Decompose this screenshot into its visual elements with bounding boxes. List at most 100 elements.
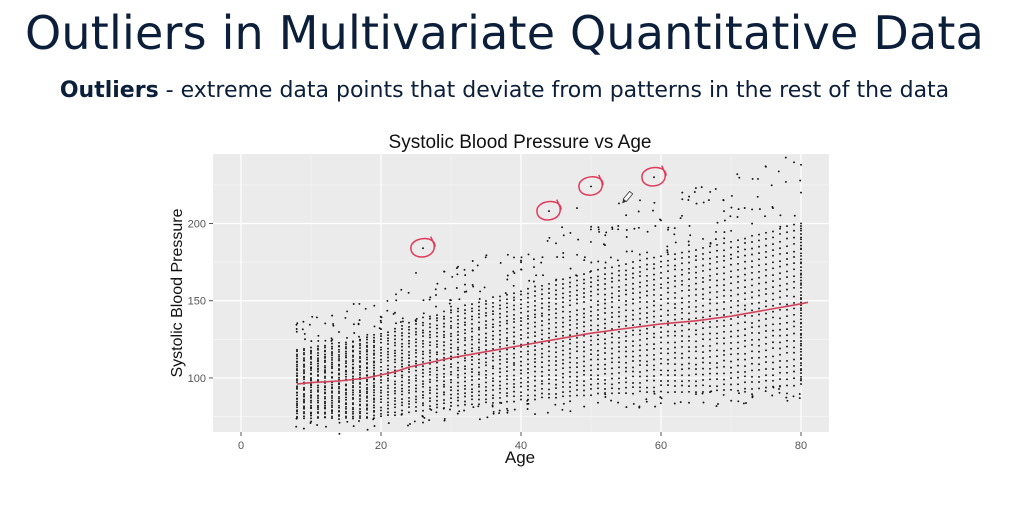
- data-point: [667, 302, 669, 305]
- data-point: [702, 246, 704, 249]
- data-point: [709, 378, 711, 381]
- data-point: [765, 312, 767, 315]
- data-point: [303, 401, 305, 404]
- data-point: [660, 352, 662, 355]
- x-tick-label: 60: [655, 440, 667, 452]
- data-point: [688, 256, 690, 258]
- data-point: [625, 263, 627, 266]
- data-point: [555, 335, 557, 338]
- data-point: [338, 357, 340, 360]
- data-point: [366, 428, 369, 431]
- data-point: [331, 351, 333, 353]
- data-point: [667, 334, 669, 337]
- data-point: [709, 257, 711, 260]
- data-point: [590, 306, 592, 308]
- data-point: [772, 355, 774, 358]
- data-point: [310, 391, 312, 394]
- data-point: [772, 347, 774, 350]
- data-point: [583, 405, 586, 408]
- data-point: [394, 334, 396, 337]
- data-point: [534, 379, 536, 382]
- data-point: [597, 314, 599, 316]
- data-point: [611, 277, 613, 280]
- data-point: [681, 191, 684, 194]
- data-point: [506, 253, 509, 256]
- data-point: [471, 371, 473, 373]
- data-point: [765, 368, 767, 370]
- data-point: [723, 249, 725, 252]
- data-point: [688, 350, 690, 353]
- data-point: [723, 266, 725, 269]
- data-point: [463, 409, 466, 412]
- data-point: [716, 308, 718, 311]
- data-point: [702, 390, 704, 393]
- data-point: [730, 324, 732, 327]
- data-point: [597, 324, 599, 327]
- data-point: [793, 313, 795, 316]
- data-point: [793, 161, 795, 164]
- data-point: [730, 330, 732, 333]
- data-point: [352, 366, 354, 369]
- data-point: [436, 399, 438, 402]
- data-point: [700, 186, 703, 189]
- data-point: [415, 330, 417, 333]
- data-point: [387, 356, 389, 359]
- data-point: [723, 272, 725, 275]
- data-point: [765, 274, 767, 277]
- data-point: [464, 372, 466, 375]
- data-point: [604, 307, 606, 310]
- data-point: [357, 323, 360, 326]
- data-point: [464, 317, 466, 320]
- data-point: [380, 346, 382, 349]
- data-point: [429, 315, 431, 318]
- data-point: [540, 261, 543, 264]
- data-point: [457, 318, 459, 321]
- data-point: [618, 366, 620, 369]
- data-point: [331, 409, 333, 412]
- data-point: [800, 342, 802, 345]
- data-point: [625, 236, 628, 238]
- data-point: [548, 382, 550, 385]
- data-point: [296, 322, 299, 325]
- data-point: [577, 238, 580, 241]
- data-point: [604, 302, 606, 305]
- data-point: [450, 316, 452, 319]
- data-point: [562, 367, 564, 370]
- data-point: [611, 306, 613, 309]
- data-point: [681, 352, 683, 355]
- data-point: [702, 357, 704, 360]
- data-point: [373, 349, 375, 352]
- data-point: [520, 364, 522, 367]
- data-point: [681, 311, 683, 314]
- data-point: [730, 371, 732, 374]
- data-point: [695, 276, 697, 279]
- data-point: [576, 336, 578, 339]
- data-point: [415, 379, 417, 382]
- data-point: [449, 299, 452, 302]
- data-point: [394, 344, 396, 347]
- data-point: [730, 257, 732, 260]
- data-point: [639, 199, 641, 202]
- data-point: [674, 363, 676, 366]
- data-point: [520, 261, 523, 264]
- data-point: [464, 309, 466, 311]
- data-point: [422, 353, 424, 356]
- data-point: [555, 293, 557, 296]
- data-point: [527, 345, 529, 348]
- data-point: [387, 377, 389, 380]
- data-point: [408, 332, 410, 335]
- data-point: [737, 347, 739, 350]
- data-point: [534, 290, 536, 293]
- data-point: [408, 379, 410, 381]
- data-point: [443, 419, 446, 422]
- data-point: [758, 350, 760, 353]
- data-point: [534, 345, 536, 348]
- data-point: [471, 303, 473, 306]
- data-point: [611, 332, 613, 335]
- data-point: [464, 400, 466, 403]
- data-point: [338, 395, 340, 398]
- data-point: [527, 322, 529, 325]
- data-point: [604, 358, 606, 361]
- data-point: [674, 330, 676, 333]
- data-point: [660, 260, 662, 263]
